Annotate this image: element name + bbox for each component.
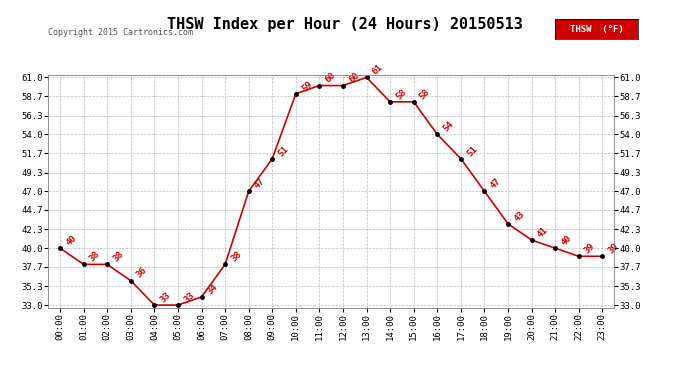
Text: 60: 60 [324,71,337,85]
Text: 41: 41 [535,225,550,239]
Text: 40: 40 [64,233,78,248]
Text: 59: 59 [300,79,314,93]
Text: 33: 33 [182,290,196,304]
Text: 54: 54 [442,120,455,134]
Text: 34: 34 [206,282,219,296]
Text: THSW  (°F): THSW (°F) [570,25,624,34]
Text: 39: 39 [583,242,597,255]
Text: 38: 38 [88,250,102,264]
Text: 58: 58 [394,87,408,101]
Text: 38: 38 [229,250,244,264]
Text: 39: 39 [607,242,620,255]
Text: 47: 47 [489,177,502,190]
Text: 51: 51 [277,144,290,158]
Text: 58: 58 [418,87,432,101]
Text: THSW Index per Hour (24 Hours) 20150513: THSW Index per Hour (24 Hours) 20150513 [167,17,523,32]
Text: 51: 51 [465,144,479,158]
Text: 36: 36 [135,266,149,280]
Text: 47: 47 [253,177,267,190]
Text: Copyright 2015 Cartronics.com: Copyright 2015 Cartronics.com [48,28,193,37]
Text: 43: 43 [512,209,526,223]
Text: 61: 61 [371,63,385,76]
Text: 38: 38 [111,250,126,264]
Text: 60: 60 [347,71,361,85]
Text: 33: 33 [159,290,172,304]
Text: 40: 40 [560,233,573,248]
